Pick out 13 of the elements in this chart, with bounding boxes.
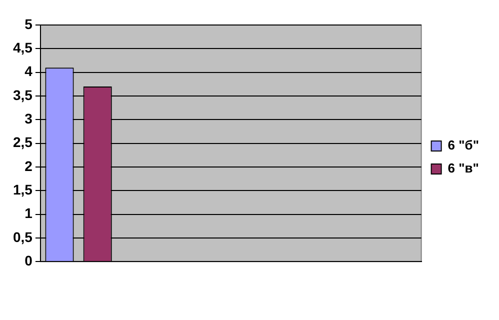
y-tick-label: 2,5 [12, 134, 33, 150]
y-tick-label: 1,5 [12, 181, 33, 198]
y-tick-label: 2 [24, 158, 33, 174]
y-tick-label: 1 [24, 205, 33, 222]
y-tick-label: 4,5 [12, 40, 33, 56]
y-tick-label: 4 [24, 63, 33, 80]
y-tick-label: 3,5 [12, 86, 33, 103]
legend-label: 6 "в" [448, 160, 479, 176]
y-tick-label: 0 [24, 252, 33, 268]
legend-label: 6 "б" [448, 138, 480, 153]
y-tick-label: 3 [24, 110, 33, 126]
y-tick-label: 5 [24, 16, 33, 32]
y-tick-label: 0,5 [12, 228, 33, 245]
